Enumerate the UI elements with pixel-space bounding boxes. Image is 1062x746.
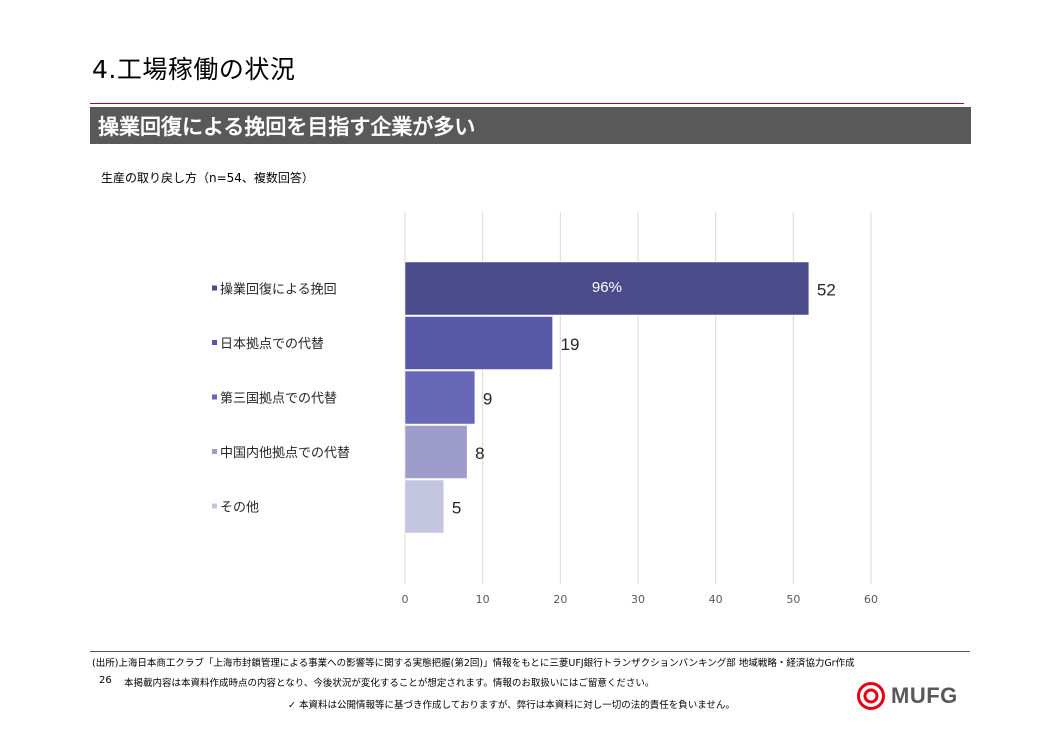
bar-4: [404, 479, 445, 534]
disclaimer-note: 本掲載内容は本資料作成時点の内容となり、今後状況が変化することが想定されます。情…: [124, 678, 655, 689]
bar-0: [404, 261, 810, 316]
category-marker-4: [212, 503, 217, 509]
x-tick-label-1: 10: [476, 593, 490, 606]
headline-banner: 操業回復による挽回を目指す企業が多い: [90, 107, 971, 144]
bar-3: [404, 425, 468, 479]
headline-text: 操業回復による挽回を目指す企業が多い: [98, 115, 476, 139]
category-label-0: 操業回復による挽回: [220, 282, 337, 298]
category-label-4: その他: [220, 501, 259, 516]
category-marker-0: [212, 285, 217, 291]
value-label-4: 5: [452, 499, 461, 518]
bar-1: [404, 316, 553, 370]
footer-divider: [90, 651, 970, 652]
bar-inner-label: 96%: [592, 279, 622, 296]
category-label-3: 中国内他拠点での代替: [220, 445, 350, 461]
mufg-logo: MUFG: [857, 682, 977, 710]
x-tick-label-2: 20: [553, 593, 567, 606]
x-tick-label-6: 60: [864, 593, 878, 606]
bar-2: [404, 370, 476, 425]
source-note: (出所)上海日本商工クラブ「上海市封鎖管理による事業への影響等に関する実態把握(…: [92, 658, 855, 669]
x-tick-label-5: 50: [786, 593, 800, 606]
bar-chart: 0 10 20 30 40 50 60 52 操業回復による挽回 19 日本拠点での代替 9 第三国拠点…: [212, 212, 878, 606]
x-tick-label-0: 0: [402, 593, 409, 606]
category-marker-3: [212, 449, 217, 454]
value-label-1: 19: [561, 335, 580, 354]
logo-text: MUFG: [891, 683, 958, 708]
x-tick-label-4: 40: [709, 593, 723, 606]
category-marker-2: [212, 394, 217, 400]
category-label-2: 第三国拠点での代替: [220, 392, 337, 407]
category-label-1: 日本拠点での代替: [220, 337, 324, 352]
page-number: 26: [99, 675, 112, 686]
slide-title: 4.工場稼働の状況: [92, 55, 296, 84]
legal-disclaimer: ✓ 本資料は公開情報等に基づき作成しておりますが、弊行は本資料に対し一切の法的責…: [288, 700, 735, 711]
value-label-3: 8: [475, 444, 484, 463]
chart-subtitle: 生産の取り戻し方（n=54、複数回答）: [101, 171, 314, 185]
x-tick-label-3: 30: [631, 593, 645, 606]
value-label-2: 9: [483, 390, 492, 409]
value-label-0: 52: [817, 281, 836, 300]
category-marker-1: [212, 340, 217, 345]
title-divider: [90, 103, 964, 104]
mufg-logo-icon: [857, 682, 885, 710]
